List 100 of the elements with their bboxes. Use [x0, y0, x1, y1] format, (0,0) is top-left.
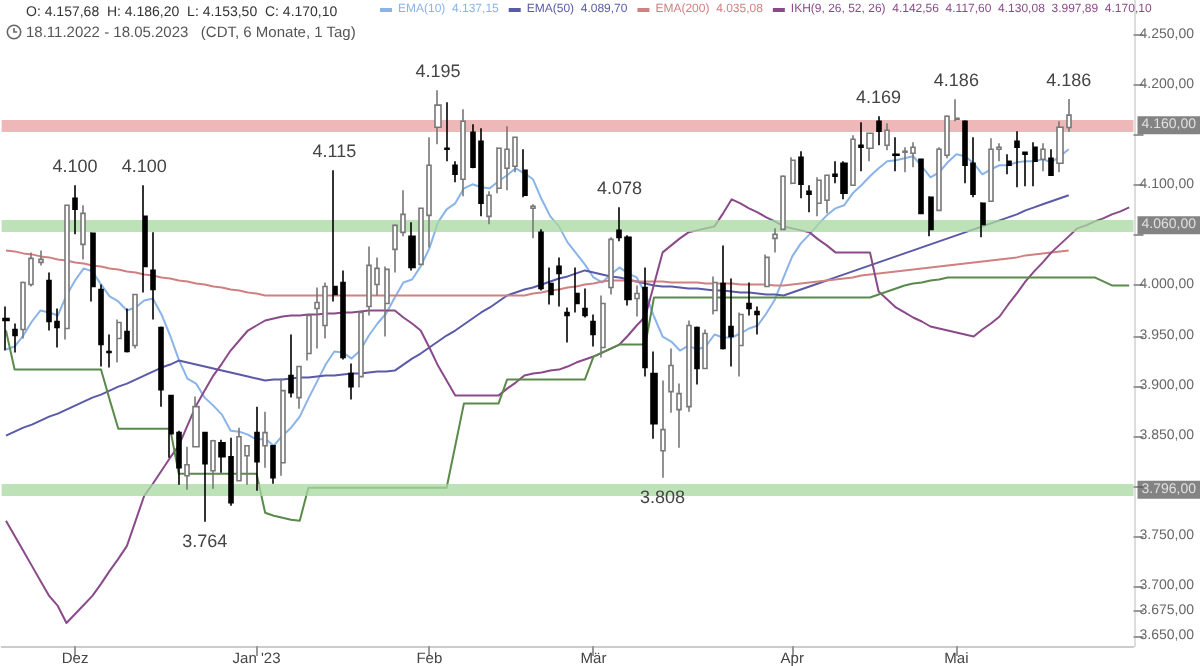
- candlestick: [780, 174, 786, 231]
- candlestick: [444, 101, 450, 163]
- candlestick: [988, 137, 994, 203]
- candlestick: [790, 156, 796, 186]
- candlestick: [192, 395, 200, 448]
- candlestick: [158, 325, 164, 408]
- candlestick: [504, 125, 510, 192]
- candlestick: [642, 266, 648, 378]
- candlestick: [184, 445, 190, 491]
- candlestick: [142, 184, 148, 294]
- candlestick: [38, 249, 44, 267]
- candlestick: [738, 311, 744, 378]
- candlestick: [1006, 153, 1012, 176]
- candlestick: [150, 231, 156, 321]
- annotation: 4.115: [312, 141, 357, 162]
- candlestick: [538, 228, 544, 292]
- candlestick: [296, 365, 302, 410]
- annotation: 4.186: [1046, 69, 1092, 90]
- candlestick: [850, 134, 856, 187]
- candlestick: [80, 204, 86, 261]
- candlestick: [64, 204, 70, 341]
- candlestick: [556, 256, 562, 308]
- candlestick: [650, 350, 658, 440]
- candlestick: [90, 231, 96, 303]
- candlestick: [314, 286, 320, 350]
- candlestick: [918, 158, 924, 215]
- line-series: [4, 148, 1070, 447]
- candlestick: [270, 444, 276, 485]
- candlestick: [132, 293, 138, 350]
- annotation: 4.100: [52, 156, 98, 177]
- candlestick: [876, 115, 882, 147]
- candlestick: [530, 203, 536, 240]
- candlestick: [236, 426, 242, 482]
- candlestick: [806, 184, 812, 214]
- annotation: 4.100: [121, 156, 167, 177]
- candlestick: [98, 283, 104, 368]
- candlestick: [366, 245, 372, 317]
- candlestick: [676, 382, 682, 449]
- candlestick: [660, 379, 666, 479]
- candlestick: [408, 221, 416, 272]
- line-series: [4, 194, 1070, 437]
- candlestick: [754, 305, 760, 336]
- candlestick: [702, 328, 708, 370]
- candlestick: [840, 160, 848, 201]
- candlestick: [384, 265, 390, 338]
- candlestick: [892, 136, 900, 173]
- candlestick: [798, 150, 804, 200]
- candlestick: [210, 438, 216, 490]
- candlestick: [1022, 151, 1028, 188]
- candlestick: [478, 127, 484, 218]
- candlestick: [452, 160, 458, 184]
- candlestick: [694, 325, 700, 386]
- candlestick: [772, 227, 778, 254]
- candlestick: [980, 201, 986, 239]
- candlestick: [106, 333, 112, 369]
- candlestick: [634, 284, 640, 318]
- candlestick: [2, 305, 10, 352]
- candlestick: [1048, 148, 1054, 177]
- candlestick: [486, 190, 492, 226]
- annotation: 4.169: [856, 87, 902, 108]
- annotation: 4.195: [415, 61, 461, 82]
- candlestick: [600, 294, 606, 359]
- candlestick: [746, 281, 752, 317]
- line-series: [4, 249, 1070, 297]
- candlestick: [824, 174, 830, 215]
- candlestick: [686, 319, 692, 413]
- candlestick: [460, 108, 466, 198]
- line-series: [4, 198, 1131, 624]
- candlestick: [1032, 141, 1038, 188]
- candlestick: [858, 121, 864, 173]
- candlestick: [288, 333, 294, 399]
- candlestick: [954, 98, 960, 122]
- candlestick: [116, 318, 122, 364]
- candlestick: [522, 148, 528, 199]
- candlestick: [668, 347, 674, 414]
- annotation: 3.764: [182, 530, 228, 551]
- candlestick: [764, 253, 770, 288]
- candlestick: [928, 195, 934, 238]
- annotation: 4.078: [596, 178, 642, 199]
- candlestick: [608, 236, 614, 296]
- candlestick: [564, 306, 570, 344]
- candlestick: [358, 311, 364, 389]
- candlestick: [816, 176, 822, 218]
- candlestick: [434, 89, 442, 146]
- candlestick: [910, 141, 916, 169]
- candlestick: [72, 184, 78, 236]
- candlestick: [866, 132, 874, 163]
- candlestick: [582, 287, 588, 319]
- candlestick: [306, 314, 312, 362]
- candlestick: [1040, 142, 1046, 173]
- candlestick: [902, 146, 908, 174]
- candlestick: [574, 266, 580, 314]
- candlestick: [254, 405, 260, 492]
- annotation: 4.186: [933, 70, 979, 91]
- candlestick: [348, 362, 354, 401]
- annotation: 3.808: [640, 486, 686, 507]
- candlestick: [1014, 130, 1020, 189]
- candlestick: [590, 313, 596, 348]
- candlestick: [124, 307, 130, 354]
- candlestick: [712, 275, 718, 316]
